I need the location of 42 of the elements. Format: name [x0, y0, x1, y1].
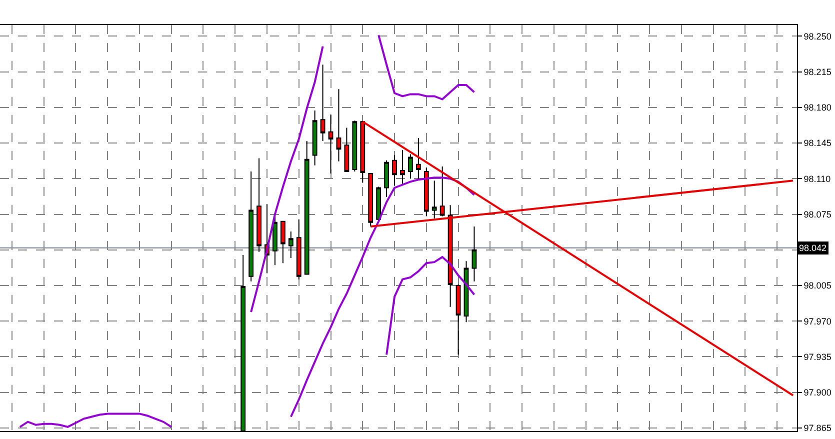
candlestick: [288, 231, 294, 259]
y-tick-label: 98.145: [804, 138, 832, 148]
candlestick: [280, 220, 286, 264]
candlestick: [336, 88, 342, 162]
ref-line-label: 98.042: [799, 243, 827, 253]
candlestick: [440, 166, 445, 217]
y-tick-label: 97.935: [804, 352, 832, 362]
line-series: [18, 412, 172, 428]
candlestick: [352, 120, 358, 172]
candlestick: [424, 166, 429, 217]
y-tick-label: 97.970: [804, 316, 832, 326]
y-tick-label: 98.215: [804, 66, 832, 77]
candlestick: [368, 173, 374, 227]
line-series: [378, 34, 476, 100]
candlestick: [248, 171, 254, 282]
y-tick-label: 98.075: [804, 209, 832, 220]
candlestick: [312, 110, 318, 166]
candlestick: [416, 137, 421, 180]
candlestick: [256, 158, 262, 252]
candlestick: [408, 154, 413, 180]
line-series: [250, 45, 324, 313]
candlestick: [384, 160, 389, 198]
candlestick: [456, 284, 461, 356]
candlestick: [400, 150, 405, 184]
y-tick-label: 97.865: [804, 423, 832, 434]
candlestick: [472, 226, 477, 282]
y-tick-label: 98.110: [804, 174, 831, 184]
y-tick-label: 97.900: [804, 387, 832, 398]
candlestick: [392, 154, 397, 186]
candlestick: [320, 64, 326, 142]
candlestick: [344, 127, 350, 172]
y-tick-label: 98.250: [804, 31, 832, 42]
y-tick-label: 98.005: [804, 280, 832, 291]
candlestick: [328, 114, 334, 174]
candlestick: [432, 180, 437, 219]
candlestick: [448, 204, 453, 308]
line-series: [386, 256, 476, 356]
line-series: [290, 176, 476, 418]
candlestick: [304, 140, 310, 275]
y-tick-label: 98.180: [804, 102, 832, 113]
candlestick: [360, 121, 366, 184]
candlestick: [296, 218, 302, 280]
